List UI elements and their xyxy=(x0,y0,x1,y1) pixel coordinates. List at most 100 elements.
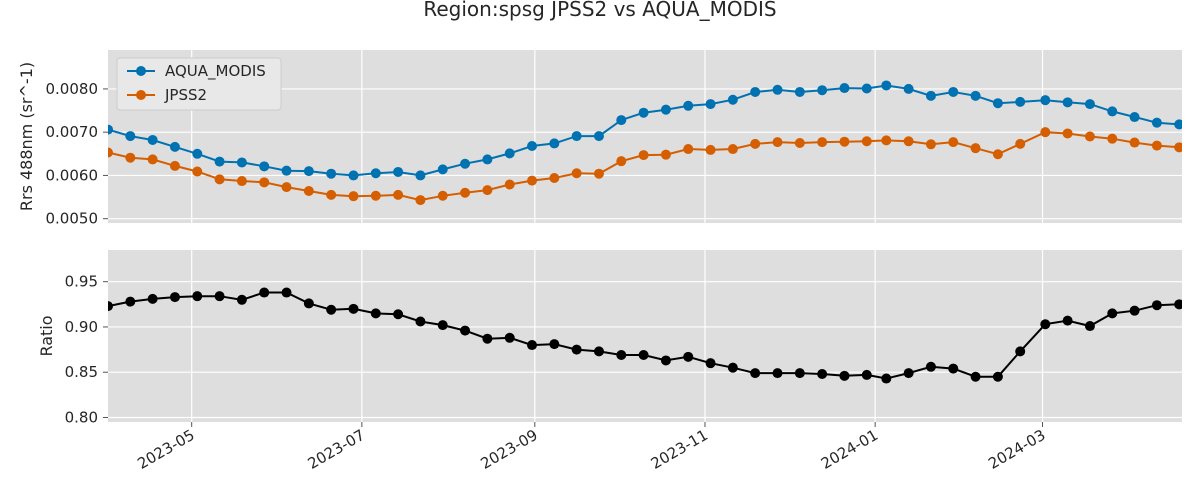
data-point xyxy=(970,143,981,154)
data-point xyxy=(1062,97,1073,108)
x-tick-label: 2024-03 xyxy=(985,426,1048,473)
data-point xyxy=(348,191,359,202)
y-tick-label: 0.85 xyxy=(65,363,98,381)
data-point xyxy=(370,190,381,201)
data-point xyxy=(549,173,560,184)
data-point xyxy=(638,107,649,118)
data-point xyxy=(593,131,604,142)
data-point xyxy=(437,190,448,201)
y-tick-label: 0.0070 xyxy=(46,123,99,141)
data-point xyxy=(437,320,448,331)
data-point xyxy=(948,137,959,148)
data-point xyxy=(1107,106,1118,117)
data-point xyxy=(1084,321,1095,332)
data-point xyxy=(125,152,136,163)
legend-box xyxy=(116,57,282,111)
data-point xyxy=(817,85,828,96)
data-point xyxy=(370,168,381,179)
data-point xyxy=(147,154,158,165)
y-axis-label: Rrs 488nm (sr^-1) xyxy=(17,62,36,211)
data-point xyxy=(861,83,872,94)
data-point xyxy=(460,325,471,336)
y-tick-label: 0.90 xyxy=(65,318,98,336)
data-point xyxy=(108,124,113,135)
legend-label: JPSS2 xyxy=(164,86,207,104)
data-point xyxy=(1040,95,1051,106)
data-point xyxy=(147,134,158,145)
data-point xyxy=(903,368,914,379)
data-point xyxy=(948,86,959,97)
data-point xyxy=(750,86,761,97)
data-point xyxy=(593,346,604,357)
data-point xyxy=(817,369,828,380)
data-point xyxy=(861,369,872,380)
data-point xyxy=(1151,117,1162,128)
data-point xyxy=(326,168,337,179)
data-point xyxy=(1015,96,1026,107)
data-point xyxy=(1040,319,1051,330)
data-point xyxy=(527,175,538,186)
x-tick-label: 2023-07 xyxy=(305,426,368,473)
data-point xyxy=(108,147,113,158)
data-point xyxy=(549,138,560,149)
data-point xyxy=(705,358,716,369)
data-point xyxy=(839,136,850,147)
data-point xyxy=(794,86,805,97)
data-point xyxy=(903,136,914,147)
data-point xyxy=(638,350,649,361)
data-point xyxy=(750,368,761,379)
data-point xyxy=(259,177,270,188)
data-point xyxy=(326,189,337,200)
data-point xyxy=(925,139,936,150)
data-point xyxy=(1084,131,1095,142)
data-point xyxy=(482,333,493,344)
data-point xyxy=(281,287,292,298)
data-point xyxy=(1174,142,1182,153)
data-point xyxy=(660,149,671,160)
data-point xyxy=(393,309,404,320)
data-point xyxy=(727,94,738,105)
data-point xyxy=(683,351,694,362)
data-point xyxy=(527,340,538,351)
x-tick-label: 2024-01 xyxy=(818,426,881,473)
data-point xyxy=(750,138,761,149)
data-point xyxy=(881,135,892,146)
legend-marker xyxy=(136,66,146,76)
data-point xyxy=(1129,112,1140,123)
data-point xyxy=(192,291,203,302)
data-point xyxy=(1174,119,1182,130)
data-point xyxy=(1040,127,1051,138)
data-point xyxy=(705,144,716,155)
data-point xyxy=(169,292,180,303)
y-tick-label: 0.0080 xyxy=(46,80,99,98)
x-tick-label: 2023-09 xyxy=(478,426,541,473)
data-point xyxy=(460,187,471,198)
data-point xyxy=(393,189,404,200)
data-point xyxy=(1174,299,1182,310)
data-point xyxy=(1151,300,1162,311)
data-point xyxy=(1129,137,1140,148)
y-tick-label: 0.80 xyxy=(65,408,98,426)
data-point xyxy=(1107,133,1118,144)
data-point xyxy=(482,185,493,196)
data-point xyxy=(705,99,716,110)
data-point xyxy=(460,158,471,169)
data-point xyxy=(1151,140,1162,151)
data-point xyxy=(616,156,627,167)
data-point xyxy=(992,149,1003,160)
data-point xyxy=(303,298,314,309)
data-point xyxy=(616,115,627,126)
data-point xyxy=(303,185,314,196)
legend-marker xyxy=(136,90,146,100)
data-point xyxy=(571,344,582,355)
y-tick-label: 0.0060 xyxy=(46,166,99,184)
data-point xyxy=(571,131,582,142)
panel-1: 0.0050 0.0060 0.0070 0.0080 Rrs 488nm (sr^-1… xyxy=(17,50,1182,228)
data-point xyxy=(303,166,314,177)
data-point xyxy=(281,182,292,193)
chart-title: Region:spsg JPSS2 vs AQUA_MODIS xyxy=(423,0,776,21)
data-point xyxy=(772,368,783,379)
data-point xyxy=(571,168,582,179)
data-point xyxy=(1062,128,1073,139)
